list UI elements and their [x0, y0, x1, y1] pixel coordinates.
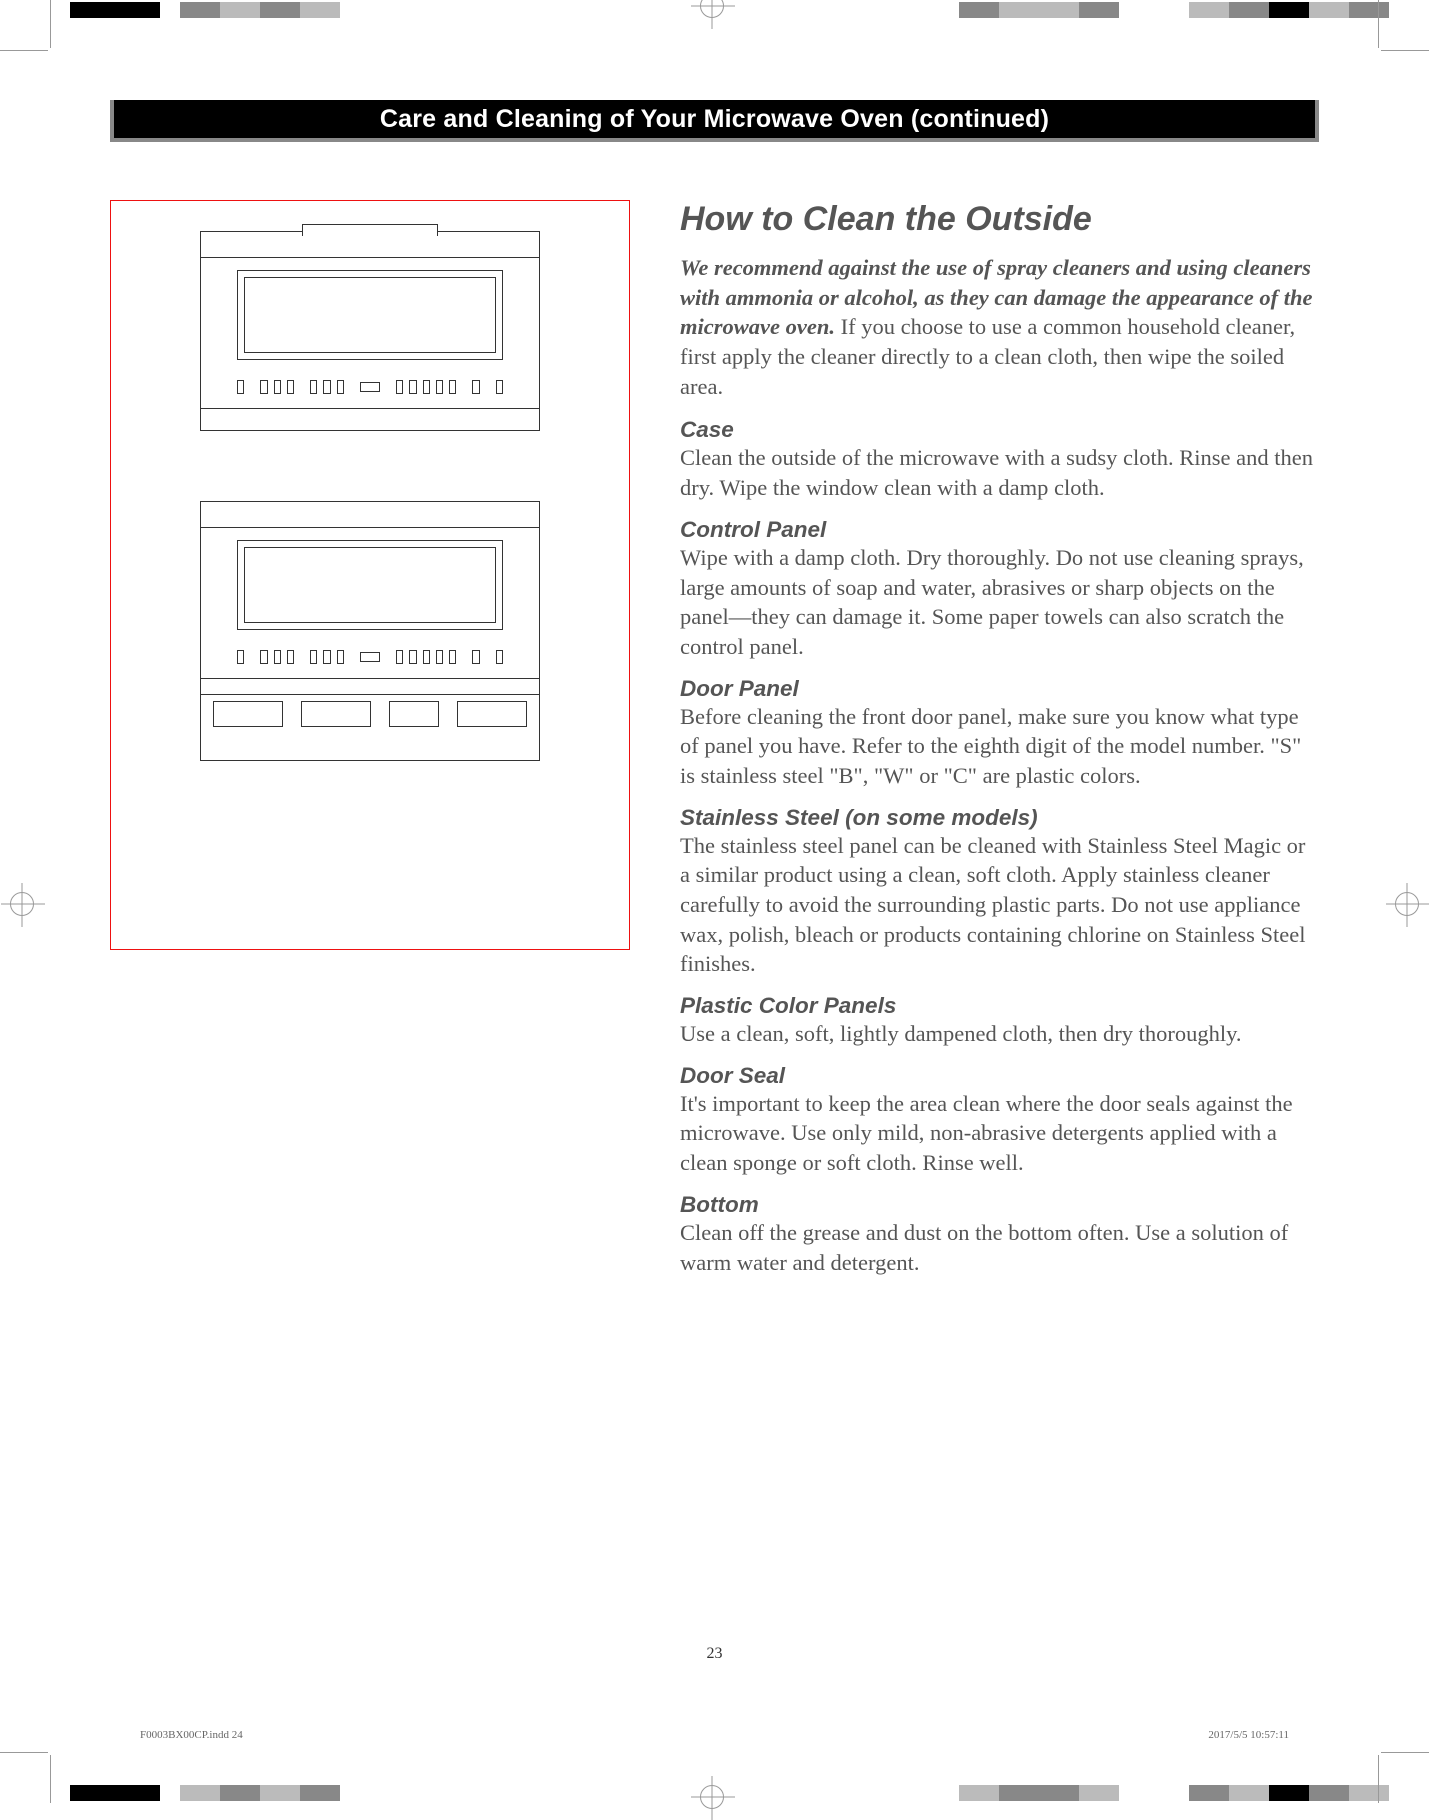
header-title: Care and Cleaning of Your Microwave Oven…: [380, 105, 1049, 134]
section-stainless-steel: Stainless Steel (on some models) The sta…: [680, 805, 1319, 979]
left-column: [110, 200, 630, 1277]
section-label: Case: [680, 417, 1319, 443]
right-column: How to Clean the Outside We recommend ag…: [680, 200, 1319, 1277]
section-body: It's important to keep the area clean wh…: [680, 1089, 1319, 1178]
section-label: Stainless Steel (on some models): [680, 805, 1319, 831]
header-bar: Care and Cleaning of Your Microwave Oven…: [110, 100, 1319, 142]
section-body: Wipe with a damp cloth. Dry thoroughly. …: [680, 543, 1319, 662]
main-heading: How to Clean the Outside: [680, 200, 1319, 239]
section-label: Control Panel: [680, 517, 1319, 543]
section-door-seal: Door Seal It's important to keep the are…: [680, 1063, 1319, 1178]
section-control-panel: Control Panel Wipe with a damp cloth. Dr…: [680, 517, 1319, 662]
section-label: Door Seal: [680, 1063, 1319, 1089]
page: Care and Cleaning of Your Microwave Oven…: [50, 50, 1379, 1753]
microwave-diagram-bottom: [200, 501, 540, 761]
section-door-panel: Door Panel Before cleaning the front doo…: [680, 676, 1319, 791]
section-label: Door Panel: [680, 676, 1319, 702]
figure-box: [110, 200, 630, 950]
section-label: Bottom: [680, 1192, 1319, 1218]
section-case: Case Clean the outside of the microwave …: [680, 417, 1319, 502]
footer-right: 2017/5/5 10:57:11: [1208, 1729, 1289, 1741]
section-plastic-panels: Plastic Color Panels Use a clean, soft, …: [680, 993, 1319, 1049]
footer-left: F0003BX00CP.indd 24: [140, 1729, 243, 1741]
content-row: How to Clean the Outside We recommend ag…: [110, 200, 1319, 1277]
section-body: Use a clean, soft, lightly dampened clot…: [680, 1019, 1319, 1049]
intro-paragraph: We recommend against the use of spray cl…: [680, 253, 1319, 401]
section-label: Plastic Color Panels: [680, 993, 1319, 1019]
section-body: Before cleaning the front door panel, ma…: [680, 702, 1319, 791]
microwave-diagram-top: [200, 231, 540, 431]
section-body: Clean the outside of the microwave with …: [680, 443, 1319, 502]
page-number: 23: [50, 1645, 1379, 1663]
section-body: The stainless steel panel can be cleaned…: [680, 831, 1319, 979]
section-body: Clean off the grease and dust on the bot…: [680, 1218, 1319, 1277]
section-bottom: Bottom Clean off the grease and dust on …: [680, 1192, 1319, 1277]
